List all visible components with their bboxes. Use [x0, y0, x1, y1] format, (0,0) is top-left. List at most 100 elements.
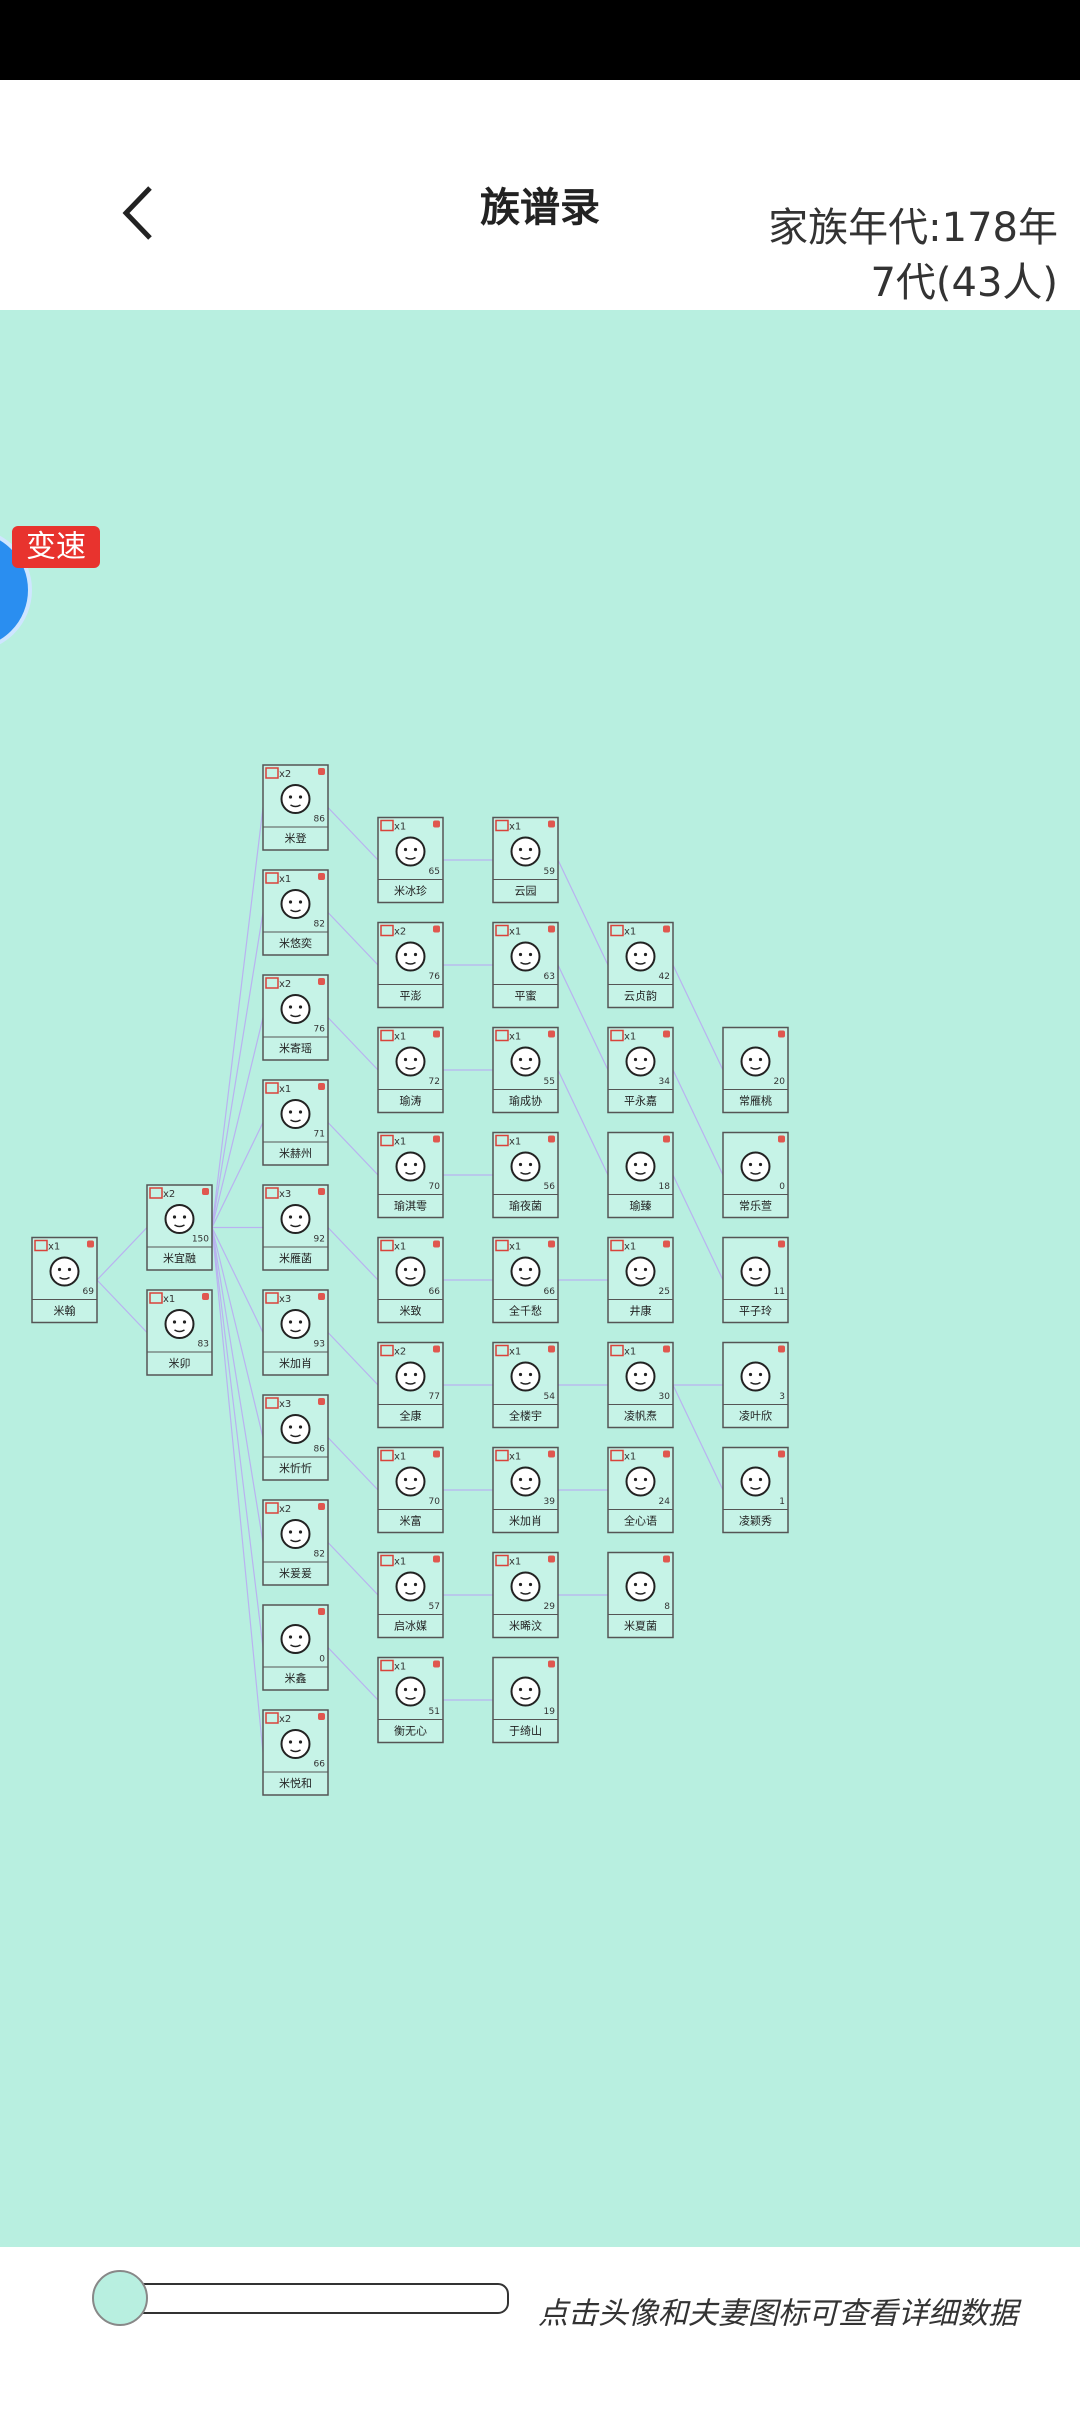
connector	[96, 1279, 148, 1333]
age: 66	[429, 1287, 441, 1297]
person-card[interactable]: x2 86 米登	[262, 764, 329, 851]
eye	[403, 952, 408, 957]
face	[164, 1204, 195, 1234]
face	[280, 784, 311, 814]
age: 3	[779, 1392, 785, 1402]
face	[510, 1151, 541, 1182]
age: 82	[314, 920, 325, 930]
eye	[182, 1320, 187, 1324]
death-icon	[433, 1555, 440, 1563]
age: 59	[544, 867, 556, 877]
person-card[interactable]: x1 72 瑜涛	[377, 1026, 444, 1114]
spouse-count: x3	[279, 1189, 291, 1200]
person-card[interactable]: 1 凌颖秀	[722, 1446, 789, 1534]
spouse-count: x3	[279, 1399, 291, 1410]
person-card[interactable]: 18 瑜臻	[607, 1131, 674, 1219]
person-card[interactable]: x2 150 米宜融	[146, 1184, 213, 1271]
mouth	[750, 1066, 761, 1070]
mouth	[520, 1276, 531, 1280]
eye	[403, 1582, 408, 1587]
person-card[interactable]: x1 59 云园	[492, 816, 559, 904]
person-card[interactable]: x1 25 井康	[607, 1236, 674, 1324]
death-icon	[663, 1450, 670, 1458]
back-button[interactable]	[122, 186, 152, 240]
mouth	[290, 1014, 301, 1018]
face	[395, 1676, 426, 1707]
spouse-icon	[265, 1292, 279, 1304]
speed-button[interactable]	[12, 526, 100, 568]
face	[625, 1466, 656, 1497]
name: 米爰爰	[279, 1567, 312, 1580]
connector	[211, 1227, 264, 1648]
connector	[672, 1174, 724, 1281]
person-card[interactable]: x2 76 平澎	[377, 921, 444, 1009]
slider-thumb[interactable]	[92, 2270, 148, 2326]
title: 族谱录	[480, 185, 600, 231]
person-card[interactable]: 0 常乐萱	[722, 1131, 789, 1219]
slider-track[interactable]	[119, 2283, 509, 2314]
person-card[interactable]: 0 米鑫	[262, 1604, 329, 1691]
face	[280, 1414, 311, 1444]
spouse-icon	[495, 1554, 509, 1567]
spouse-count: x1	[394, 822, 406, 833]
spouse-count: x1	[394, 1662, 406, 1673]
person-card[interactable]: x1 63 平蜜	[492, 921, 559, 1009]
person-card[interactable]: 8 米夏菌	[607, 1551, 674, 1639]
person-card[interactable]: x2 77 全康	[377, 1341, 444, 1429]
connector	[557, 859, 609, 966]
face	[510, 1256, 541, 1287]
mouth	[290, 909, 301, 913]
person-card[interactable]: x1 66 米致	[377, 1236, 444, 1324]
spouse-count: x2	[279, 769, 291, 780]
mouth	[290, 1224, 301, 1228]
spouse-count: x1	[509, 1242, 521, 1253]
person-card[interactable]: 3 凌叶欣	[722, 1341, 789, 1429]
status-bar	[0, 0, 1080, 80]
spouse-icon	[610, 1029, 624, 1042]
spouse-icon	[265, 767, 279, 779]
death-icon	[433, 1240, 440, 1248]
death-icon	[433, 1135, 440, 1143]
spouse-count: x1	[279, 874, 291, 885]
spouse-count: x1	[394, 1137, 406, 1148]
spouse-count: x1	[279, 1084, 291, 1095]
death-icon	[318, 873, 325, 880]
spouse-icon	[495, 1134, 509, 1147]
age: 56	[544, 1182, 556, 1192]
person-card[interactable]: x1 69 米翰	[31, 1236, 98, 1324]
eye	[288, 1740, 293, 1744]
person-card[interactable]: x1 70 米富	[377, 1446, 444, 1534]
spouse-icon	[265, 1187, 279, 1199]
eye	[298, 795, 303, 799]
person-card[interactable]: x1 83 米卯	[146, 1289, 213, 1376]
death-icon	[318, 1188, 325, 1195]
connector	[96, 1227, 148, 1281]
name: 米卯	[169, 1357, 191, 1370]
eye	[288, 1425, 293, 1429]
